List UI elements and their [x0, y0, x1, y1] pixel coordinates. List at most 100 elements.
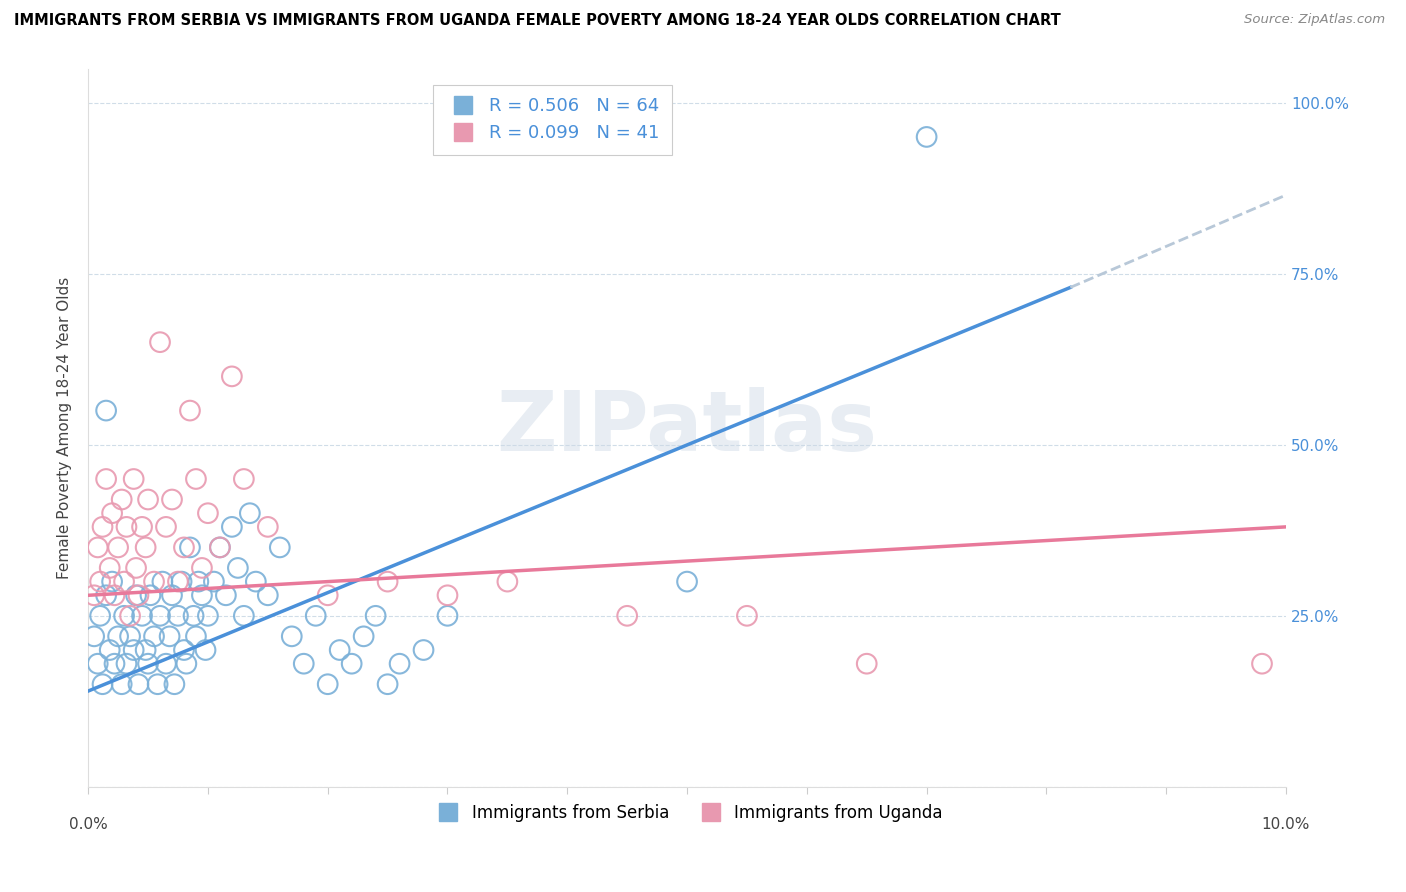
Point	[146, 677, 169, 691]
Point	[112, 574, 135, 589]
Point	[676, 574, 699, 589]
Point	[281, 629, 304, 643]
Point	[184, 472, 207, 486]
Point	[187, 574, 209, 589]
Point	[103, 588, 125, 602]
Point	[101, 506, 124, 520]
Text: 10.0%: 10.0%	[1261, 817, 1310, 832]
Point	[125, 561, 148, 575]
Point	[436, 608, 458, 623]
Point	[197, 608, 219, 623]
Point	[94, 472, 117, 486]
Point	[143, 574, 166, 589]
Point	[179, 541, 201, 555]
Point	[364, 608, 387, 623]
Point	[245, 574, 267, 589]
Point	[112, 608, 135, 623]
Point	[111, 677, 134, 691]
Point	[135, 541, 157, 555]
Point	[221, 520, 243, 534]
Point	[163, 677, 186, 691]
Point	[89, 608, 111, 623]
Point	[256, 588, 278, 602]
Point	[305, 608, 328, 623]
Point	[98, 561, 121, 575]
Point	[149, 335, 172, 350]
Point	[135, 643, 157, 657]
Point	[136, 492, 159, 507]
Point	[87, 541, 110, 555]
Point	[152, 574, 174, 589]
Point	[115, 657, 138, 671]
Point	[915, 130, 938, 145]
Point	[232, 608, 254, 623]
Point	[496, 574, 519, 589]
Point	[197, 506, 219, 520]
Point	[103, 657, 125, 671]
Point	[83, 588, 105, 602]
Point	[94, 588, 117, 602]
Point	[316, 588, 339, 602]
Point	[125, 588, 148, 602]
Point	[215, 588, 238, 602]
Point	[167, 608, 190, 623]
Point	[239, 506, 262, 520]
Point	[170, 574, 193, 589]
Y-axis label: Female Poverty Among 18-24 Year Olds: Female Poverty Among 18-24 Year Olds	[58, 277, 72, 579]
Point	[377, 677, 399, 691]
Point	[83, 629, 105, 643]
Point	[139, 588, 162, 602]
Point	[107, 629, 129, 643]
Point	[329, 643, 352, 657]
Point	[155, 657, 177, 671]
Point	[111, 492, 134, 507]
Point	[122, 643, 145, 657]
Point	[221, 369, 243, 384]
Point	[143, 629, 166, 643]
Point	[91, 520, 114, 534]
Point	[160, 492, 183, 507]
Point	[173, 643, 195, 657]
Point	[120, 608, 142, 623]
Point	[191, 588, 214, 602]
Point	[115, 520, 138, 534]
Point	[173, 541, 195, 555]
Point	[155, 520, 177, 534]
Point	[191, 561, 214, 575]
Point	[159, 629, 181, 643]
Point	[87, 657, 110, 671]
Point	[127, 588, 149, 602]
Point	[292, 657, 315, 671]
Point	[160, 588, 183, 602]
Point	[208, 541, 231, 555]
Text: IMMIGRANTS FROM SERBIA VS IMMIGRANTS FROM UGANDA FEMALE POVERTY AMONG 18-24 YEAR: IMMIGRANTS FROM SERBIA VS IMMIGRANTS FRO…	[14, 13, 1060, 29]
Point	[436, 588, 458, 602]
Point	[735, 608, 758, 623]
Legend: Immigrants from Serbia, Immigrants from Uganda: Immigrants from Serbia, Immigrants from …	[425, 797, 949, 829]
Point	[340, 657, 363, 671]
Text: ZIPatlas: ZIPatlas	[496, 387, 877, 468]
Point	[226, 561, 249, 575]
Point	[208, 541, 231, 555]
Point	[412, 643, 434, 657]
Point	[101, 574, 124, 589]
Point	[353, 629, 375, 643]
Point	[202, 574, 225, 589]
Point	[316, 677, 339, 691]
Point	[131, 608, 153, 623]
Point	[120, 629, 142, 643]
Point	[98, 643, 121, 657]
Point	[122, 472, 145, 486]
Point	[388, 657, 411, 671]
Point	[167, 574, 190, 589]
Point	[184, 629, 207, 643]
Point	[136, 657, 159, 671]
Point	[91, 677, 114, 691]
Text: 0.0%: 0.0%	[69, 817, 107, 832]
Point	[89, 574, 111, 589]
Point	[616, 608, 638, 623]
Point	[232, 472, 254, 486]
Point	[94, 403, 117, 417]
Point	[149, 608, 172, 623]
Point	[377, 574, 399, 589]
